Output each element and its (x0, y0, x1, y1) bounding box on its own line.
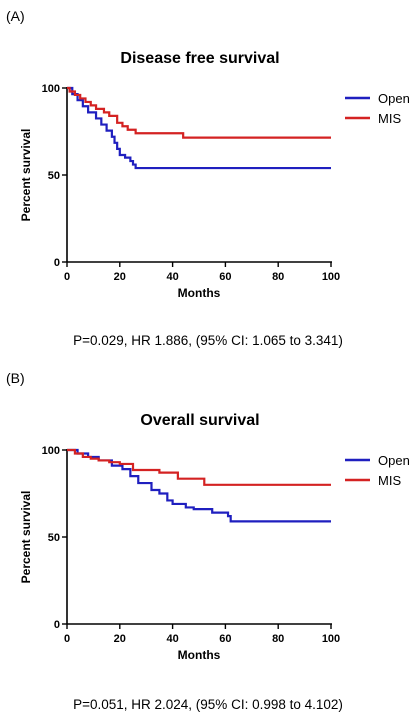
series-line-mis (67, 86, 331, 139)
x-tick-label: 60 (219, 633, 231, 645)
panel-a: (A) Disease free survival 0 50 100 0 20 40 60 8… (0, 0, 416, 361)
legend-label: Open (378, 91, 410, 106)
y-tick-label: 100 (42, 445, 60, 457)
chart-title: Disease free survival (120, 50, 280, 67)
y-tick-label: 50 (48, 170, 60, 182)
legend-label: MIS (378, 111, 401, 126)
panel-label: (A) (6, 8, 25, 24)
y-tick-label: 100 (42, 83, 60, 95)
x-tick-label: 0 (64, 633, 70, 645)
stats-text: P=0.051, HR 2.024, (95% CI: 0.998 to 4.1… (73, 697, 343, 712)
y-axis-title: Percent survival (19, 129, 33, 222)
y-tick-label: 0 (54, 257, 60, 269)
x-tick-label: 40 (166, 271, 178, 283)
stats-text: P=0.029, HR 1.886, (95% CI: 1.065 to 3.3… (73, 333, 343, 348)
x-tick-label: 60 (219, 271, 231, 283)
y-tick-label: 50 (48, 532, 60, 544)
x-tick-label: 80 (272, 271, 284, 283)
panel-label: (B) (6, 370, 25, 386)
legend-label: Open (378, 453, 410, 468)
x-tick-label: 100 (322, 633, 340, 645)
chart-title: Overall survival (140, 412, 260, 429)
x-axis-title: Months (178, 648, 221, 662)
legend-label: MIS (378, 473, 401, 488)
x-tick-label: 0 (64, 271, 70, 283)
survival-plot: 0 50 100 0 20 40 60 80 100 Months Percent survival… (19, 445, 410, 662)
x-axis-title: Months (178, 286, 221, 300)
y-tick-label: 0 (54, 619, 60, 631)
panel-b: (B) Overall survival 0 50 100 0 20 40 60 80 100 M… (0, 362, 416, 723)
x-tick-label: 20 (114, 633, 126, 645)
series-line-mis (67, 448, 331, 486)
y-axis-title: Percent survival (19, 491, 33, 584)
survival-plot: 0 50 100 0 20 40 60 80 100 Months Percent survival… (19, 83, 410, 300)
x-tick-label: 80 (272, 633, 284, 645)
x-tick-label: 20 (114, 271, 126, 283)
series-line-open (67, 86, 331, 170)
x-tick-label: 100 (322, 271, 340, 283)
x-tick-label: 40 (166, 633, 178, 645)
